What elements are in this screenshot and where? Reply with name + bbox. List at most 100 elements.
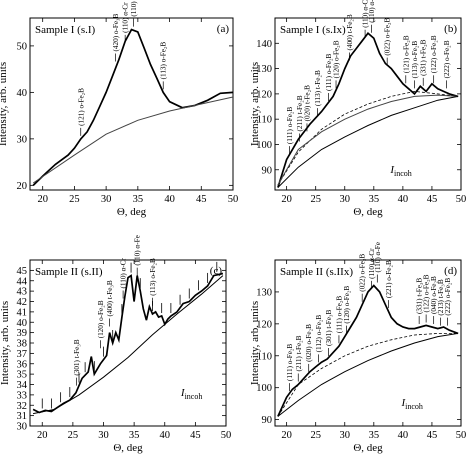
chart-panel-4: 20 25 30 35 40 45 50 90 100 110 120 130 Θ, deg Intens… (249, 242, 466, 454)
peak-annotation: (110) α-Cr (368, 248, 376, 279)
peak-annotation: (020) t-Fe₂B (303, 85, 311, 121)
peak-annotation: (113) t-Fe₂B (314, 70, 322, 106)
y-tick-label: 120 (256, 89, 272, 100)
panel-title: Sample I (s.I) (35, 24, 96, 36)
chart-panel-1: 20 25 30 35 40 45 50 20 30 40 50 Θ, deg Intensity, a… (0, 0, 238, 218)
y-tick-label: 34 (17, 380, 28, 391)
x-tick-label: 50 (228, 194, 239, 205)
y-tick-label: 20 (17, 181, 28, 192)
peak-annotation: (221) o-Fe₂B (385, 260, 393, 298)
series-incoherent (277, 95, 459, 188)
y-tick-label: 40 (17, 318, 28, 329)
x-tick-label: 50 (456, 194, 467, 205)
peak-annotation: (111) o-Fe₂B (325, 53, 333, 91)
y-tick-label: 39 (17, 328, 28, 339)
peak-annotation: (211) t-Fe₂B (295, 335, 303, 371)
peak-annotation: (110) α-Cr (122, 2, 130, 33)
x-tick-label: 25 (310, 194, 321, 205)
peak-annotation: (121) o-Fe₂B (402, 35, 410, 73)
x-tick-label: 40 (160, 430, 171, 441)
peak-annotation: (213) t-Fe₃B (437, 279, 445, 315)
y-tick-label: 37 (17, 349, 28, 360)
x-tick-label: 35 (129, 430, 140, 441)
x-tick-label: 35 (369, 430, 380, 441)
x-axis-label: Θ, deg (113, 442, 143, 454)
y-tick-label: 40 (17, 88, 28, 99)
x-tick-label: 40 (398, 194, 409, 205)
series-measured (32, 28, 234, 187)
peak-annotation: (211) t-Fe₂B (296, 95, 304, 131)
y-axis-label: Intensity, arb. units (0, 301, 11, 385)
peak-annotation: (113) o-Fe₂B (160, 42, 168, 80)
peak-annotation: (120) o-Fe₂B (333, 40, 341, 78)
x-tick-label: 45 (190, 430, 201, 441)
series-measured (32, 272, 224, 414)
x-tick-label: 20 (37, 194, 48, 205)
x-tick-label: 45 (427, 194, 438, 205)
panel-letter: (d) (444, 265, 457, 277)
peak-annotation: (420) o-Fe₃B (112, 13, 120, 51)
peak-annotation: (110) α-Fe (368, 0, 376, 23)
incoh-label: Iincoh (400, 397, 422, 411)
y-axis-label: Intensity, arb. units (249, 62, 261, 146)
peak-annotation: (120) o-Fe₂B (343, 286, 351, 324)
x-axis-label: Θ, deg (353, 206, 383, 218)
peak-annotation: (020) o-Fe₂B (305, 324, 313, 362)
y-tick-label: 35 (17, 370, 28, 381)
y-tick-label: 44 (17, 276, 28, 287)
y-tick-label: 140 (256, 39, 272, 50)
x-tick-label: 45 (196, 194, 207, 205)
y-tick-label: 130 (256, 64, 272, 75)
y-tick-label: 32 (17, 401, 28, 412)
chart-panel-3: 20 25 30 35 40 45 5030313233343536373839404142… (0, 235, 231, 454)
peak-annotation: (112) o-Fe₂B (315, 315, 323, 353)
x-tick-label: 35 (133, 194, 144, 205)
series-coherent-model (277, 332, 459, 417)
plot-frame (29, 17, 234, 191)
peak-annotation: (400) t-Fe₃B (106, 280, 114, 316)
incoh-label: Iincoh (180, 387, 202, 401)
panel-title: Sample II (s.II) (35, 266, 103, 278)
peak-annotation: (222) o-Fe₂B (444, 278, 452, 316)
series-background (32, 96, 234, 184)
x-axis-label: Θ, deg (117, 206, 147, 218)
series-measured (277, 284, 459, 417)
y-tick-label: 41 (17, 307, 28, 318)
y-tick-label: 30 (17, 134, 28, 145)
x-tick-label: 40 (398, 430, 409, 441)
y-tick-label: 100 (256, 383, 272, 394)
peak-annotation: (022) o-Fe₂B (384, 18, 392, 56)
series-incoherent (277, 332, 459, 417)
y-tick-label: 50 (17, 41, 28, 52)
x-axis-label: Θ, deg (353, 442, 383, 454)
y-tick-label: 38 (17, 339, 28, 350)
x-tick-label: 50 (221, 430, 232, 441)
x-tick-label: 20 (281, 430, 292, 441)
x-tick-label: 25 (310, 430, 321, 441)
peak-annotation: (111) o-Fe₂B (286, 107, 294, 145)
y-tick-label: 31 (17, 411, 28, 422)
x-tick-label: 30 (101, 194, 112, 205)
y-tick-label: 100 (256, 140, 272, 151)
peak-annotation: (110) α-Fe (374, 242, 382, 272)
y-tick-label: 110 (257, 351, 272, 362)
y-axis-label: Intensity, arb. units (0, 62, 9, 146)
x-tick-label: 30 (98, 430, 109, 441)
y-tick-label: 120 (256, 319, 272, 330)
x-tick-label: 40 (164, 194, 175, 205)
plot-frame (274, 259, 462, 427)
peak-annotation: (400) t-Fe₂B (346, 14, 354, 50)
peak-annotation: (110) α-Cr (120, 257, 128, 288)
peak-annotation: (110) α-Cr (362, 0, 370, 28)
peak-annotation: (301) t-Fe₃B (325, 310, 333, 346)
y-tick-label: 90 (262, 415, 273, 426)
y-tick-label: 43 (17, 287, 28, 298)
y-axis-label: Intensity, arb. units (249, 301, 261, 385)
y-tick-label: 110 (257, 115, 272, 126)
y-tick-label: 30 (17, 422, 28, 433)
panel-title: Sample II (s.IIx) (280, 266, 353, 278)
y-tick-label: 130 (256, 287, 272, 298)
y-tick-label: 90 (262, 165, 273, 176)
peak-annotation: (301) t-Fe₃B (73, 339, 81, 375)
peak-annotation: (022) o-Fe₂B (359, 254, 367, 292)
